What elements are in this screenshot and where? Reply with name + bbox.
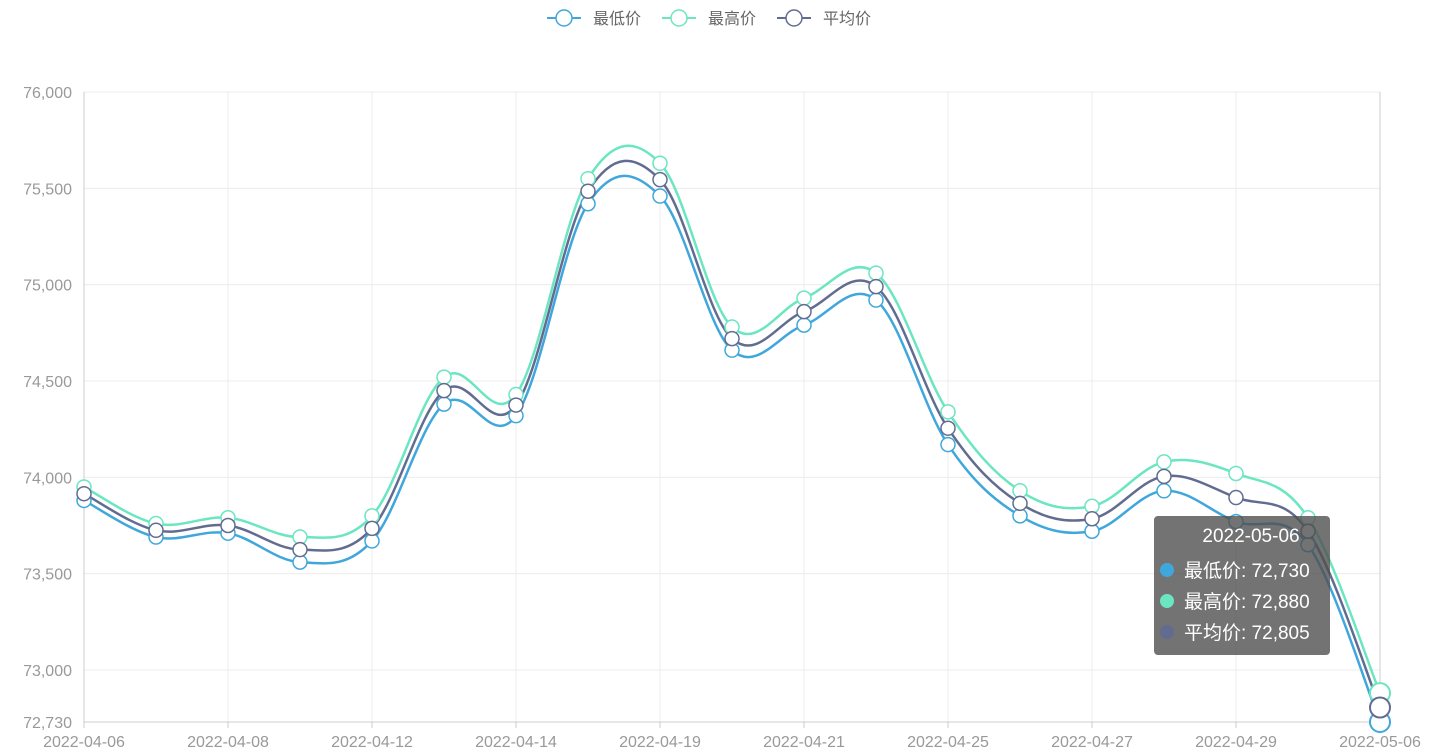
data-point: [148, 522, 164, 539]
x-tick-label: 2022-05-06: [1339, 734, 1421, 751]
legend-marker: [555, 9, 573, 27]
data-point: [796, 303, 812, 320]
x-tick-label: 2022-04-08: [187, 734, 269, 751]
data-point: [1156, 468, 1172, 485]
tooltip-label-max: 最高价: 72,880: [1184, 592, 1310, 613]
data-point: [1228, 489, 1244, 506]
x-tick-label: 2022-04-29: [1195, 734, 1277, 751]
x-tick-label: 2022-04-21: [763, 734, 845, 751]
data-point: [1012, 495, 1028, 512]
y-tick-label: 74,500: [23, 374, 72, 391]
legend-marker: [785, 9, 803, 27]
legend-item-0[interactable]: 最低价: [547, 9, 641, 28]
legend-label: 最低价: [593, 10, 641, 28]
data-point: [868, 265, 884, 281]
x-tick-label: 2022-04-27: [1051, 734, 1133, 751]
data-point: [436, 369, 452, 385]
data-point: [1228, 465, 1244, 482]
y-tick-label: 72,730: [23, 715, 72, 732]
y-tick-label: 75,500: [23, 181, 72, 198]
legend-label: 平均价: [823, 10, 871, 28]
tooltip-label-avg: 平均价: 72,805: [1184, 623, 1310, 644]
tooltip-row-max: 最高价: 72,880: [1154, 585, 1330, 616]
data-point: [436, 382, 452, 399]
data-point: [220, 517, 236, 534]
data-point: [364, 520, 380, 537]
data-point: [436, 396, 452, 412]
data-point: [508, 397, 524, 413]
y-tick-label: 73,000: [23, 663, 72, 680]
data-point: [940, 436, 956, 453]
data-point: [724, 330, 740, 347]
tooltip-dot-max: [1160, 593, 1174, 608]
tooltip-row-avg: 平均价: 72,805: [1154, 616, 1330, 647]
data-point: [580, 183, 596, 199]
axes: 72,730 73,000 73,500 74,000 74,500 75,000 75,5…: [23, 85, 1421, 751]
data-point: [1084, 510, 1100, 527]
data-point: [796, 317, 812, 333]
data-point: [940, 420, 956, 436]
tooltip-dot-avg: [1160, 624, 1174, 639]
data-point: [76, 485, 92, 502]
data-point: [652, 155, 668, 172]
legend-label: 最高价: [708, 10, 756, 28]
x-tick-label: 2022-04-19: [619, 734, 701, 751]
legend-item-2[interactable]: 平均价: [777, 9, 871, 28]
y-tick-label: 74,000: [23, 470, 72, 487]
x-tick-label: 2022-04-12: [331, 734, 413, 751]
data-point: [868, 278, 884, 295]
tooltip-row-min: 最低价: 72,730: [1154, 554, 1330, 585]
tooltip-label-min: 最低价: 72,730: [1184, 561, 1310, 582]
series-layer: [76, 144, 1391, 733]
data-point: [796, 290, 812, 306]
data-point: [652, 171, 668, 188]
data-point: [1156, 483, 1172, 499]
tooltip-dot-min: [1160, 562, 1174, 577]
legend-item-1[interactable]: 最高价: [662, 9, 756, 28]
data-point: [1156, 454, 1172, 470]
data-point: [1369, 696, 1391, 719]
tooltip: 2022-05-06 最低价: 72,730 最高价: 72,880 平均价: …: [1154, 516, 1330, 655]
legend-marker: [670, 9, 688, 27]
y-tick-label: 75,000: [23, 278, 72, 295]
x-tick-label: 2022-04-06: [43, 734, 125, 751]
data-point: [868, 292, 884, 308]
legend[interactable]: 最低价 最高价 平均价: [547, 9, 871, 28]
tooltip-title: 2022-05-06: [1202, 526, 1300, 547]
y-tick-label: 73,500: [23, 567, 72, 584]
data-point: [652, 188, 668, 204]
x-tick-label: 2022-04-14: [475, 734, 557, 751]
y-tick-label: 76,000: [23, 85, 72, 102]
data-point: [940, 404, 956, 420]
data-point: [292, 541, 308, 558]
x-tick-label: 2022-04-25: [907, 734, 989, 751]
